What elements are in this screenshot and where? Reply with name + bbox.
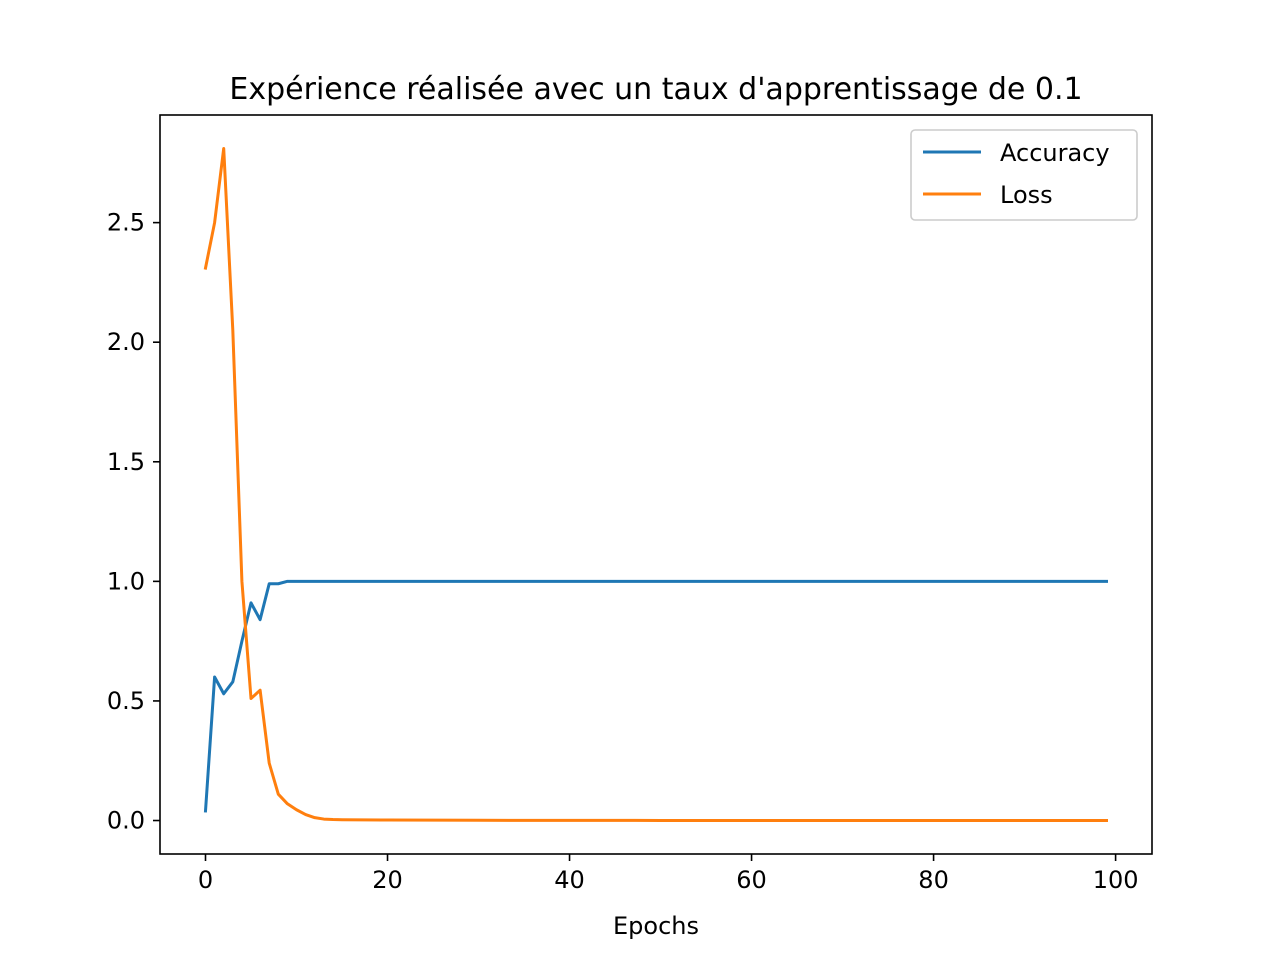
- y-tick-label: 2.0: [107, 328, 145, 356]
- series-layer: [203, 146, 1108, 822]
- series-line-loss: [203, 146, 1108, 822]
- y-tick-label: 1.0: [107, 567, 145, 595]
- y-tick-label: 0.0: [107, 807, 145, 835]
- x-axis-label: Epochs: [613, 912, 699, 940]
- legend-label-accuracy: Accuracy: [1000, 139, 1110, 167]
- legend-label-loss: Loss: [1000, 181, 1053, 209]
- x-tick-label: 0: [198, 866, 213, 894]
- x-tick-label: 40: [554, 866, 585, 894]
- plot-frame: [159, 114, 1153, 855]
- x-tick-label: 60: [736, 866, 767, 894]
- y-tick-label: 2.5: [107, 209, 145, 237]
- y-tick-label: 1.5: [107, 448, 145, 476]
- x-tick-label: 20: [372, 866, 403, 894]
- x-tick-label: 100: [1093, 866, 1139, 894]
- chart-title: Expérience réalisée avec un taux d'appre…: [229, 72, 1082, 107]
- y-tick-label: 0.5: [107, 687, 145, 715]
- x-tick-label: 80: [918, 866, 949, 894]
- series-line-accuracy: [203, 579, 1108, 813]
- y-axis: 0.0 0.5 1.0 1.5 2.0 2.5: [107, 209, 160, 835]
- x-axis: 0 20 40 60 80 100: [198, 854, 1139, 894]
- legend: Accuracy Loss: [910, 129, 1138, 221]
